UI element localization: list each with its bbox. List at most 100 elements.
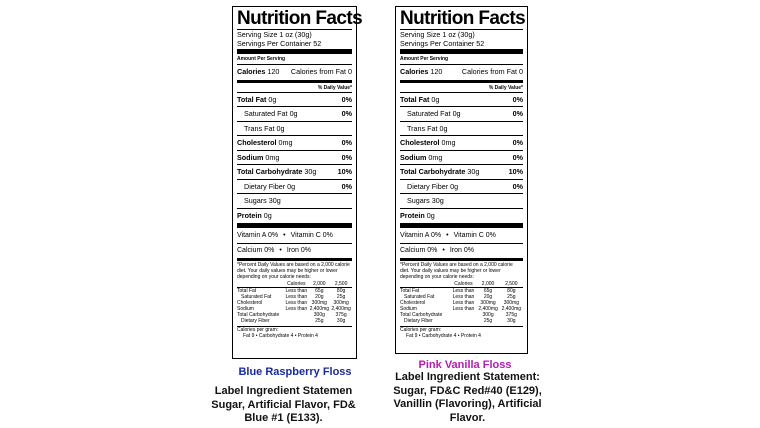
table-row: Saturated Fat Less than 20g 25g [237,294,352,300]
footnote-line: diet. Your daily values may be higher or… [237,268,338,275]
nutrient-row: Saturated Fat 0g 0% [237,106,352,121]
ingredient-line: Vanillin (Flavoring), Artificial [393,398,542,410]
daily-value-header: % Daily Value* [317,84,352,91]
nutrient-row: Dietary Fiber 0g 0% [400,178,523,194]
servings-per-container: Servings Per Container 52 [237,39,322,48]
amount-per-serving: Amount Per Serving [237,56,286,62]
nutrient-name: Saturated Fat [407,109,451,118]
nutrient-name: Sugars [244,196,267,205]
table-cell: Sodium [237,305,254,312]
table-cell: 300mg [503,299,519,306]
nutrient-row: Trans Fat 0g [237,120,352,136]
nutrient-daily-value: 10% [337,167,352,176]
nutrient-row: Cholesterol 0mg 0% [237,135,352,150]
table-cell: Total Carbohydrate [400,312,443,319]
nutrient-row: Sugars 30g [400,193,523,208]
vitamin-right: Vitamin C 0% [290,232,333,239]
nutrient-amount: 30g [431,196,444,205]
divider-medium [237,79,352,83]
nutrient-amount: 30g [304,167,317,176]
table-cell: 2,400mg [501,305,522,312]
table-header-cell: Calories [454,280,473,287]
table-cell: Saturated Fat [404,293,435,300]
divider-medium [237,258,352,261]
vitamin-right: Vitamin C 0% [453,232,496,239]
divider-thick [237,49,352,54]
nutrient-row: Protein 0g [400,207,523,223]
calories-row: Calories 120 Calories from Fat 0 [237,64,352,79]
table-cell: 80g [507,287,516,294]
nutrient-daily-value: 0% [341,94,352,104]
table-cell: Total Fat [237,287,257,294]
table-cell: 20g [483,293,493,300]
bullet: • [283,232,286,239]
bullet: • [446,232,449,239]
ingredient-statement-blue-raspberry: Label Ingredient Statemen Sugar, Artific… [206,385,361,426]
table-cell: Total Fat [400,287,420,294]
nutrient-amount: 0g [426,210,435,220]
vitamin-row: Vitamin A 0% • Vitamin C 0% [237,229,352,243]
table-cell: 300mg [333,299,349,306]
nutrient-row: Protein 0g [237,207,352,223]
nutrient-name: Protein [400,210,425,220]
nutrient-amount: 0mg [278,138,293,147]
footnote: *Percent Daily Values are based on a 2,0… [400,262,523,281]
product-title-pink-vanilla: Pink Vanilla Floss [418,359,512,371]
nutrient-amount: 0mg [428,152,443,162]
table-cell: 65g [483,287,493,294]
footnote: *Percent Daily Values are based on a 2,0… [237,262,352,281]
ingredient-line: Sugar, FD&C Red#40 (E129), [393,384,542,397]
calories-row: Calories 120 Calories from Fat 0 [400,64,523,79]
table-cell: 375g [335,312,347,319]
divider-medium [400,79,523,83]
table-header-cell: 2,500 [334,280,348,287]
calories-per-gram: Calories per gram: [237,327,279,334]
table-cell: 30g [336,318,346,325]
nutrient-name: Sugars [407,196,430,205]
divider-thick [237,223,352,228]
table-row: Total Carbohydrate 300g 375g [237,312,352,318]
table-cell: 25g [483,318,493,325]
footnote-line: *Percent Daily Values are based on a 2,0… [237,262,350,268]
table-cell: 80g [336,287,346,294]
nutrient-name: Dietary Fiber [244,181,286,191]
nutrient-row: Total Fat 0g 0% [237,91,352,107]
nutrient-name: Saturated Fat [244,109,288,118]
vitamin-right: Iron 0% [286,246,311,254]
table-cell: 25g [507,293,516,300]
nutrient-row: Total Carbohydrate 30g 10% [237,164,352,179]
table-cell: Less than [452,305,475,312]
nutrition-label-pink-vanilla: Nutrition Facts Serving Size 1 oz (30g) Se… [395,6,528,354]
nutrient-name: Total Carbohydrate [237,167,303,176]
table-header-cell: Calories [287,280,306,287]
table-row: Sodium Less than 2,400mg 2,400mg [237,306,352,312]
product-title-blue-raspberry: Blue Raspberry Floss [238,366,352,378]
vitamin-left: Calcium 0% [400,246,438,254]
nutrient-amount: 0g [289,109,298,118]
table-header-cell: 2,000 [313,280,326,287]
table-cell: 300mg [311,299,327,306]
table-row: Total Fat Less than 65g 80g [237,287,352,294]
table-cell: 20g [315,293,324,300]
table-cell: 300mg [480,299,496,306]
servings-per-container: Servings Per Container 52 [400,39,485,48]
nutrient-row: Total Carbohydrate 30g 10% [400,164,523,179]
nutrient-row: Saturated Fat 0g 0% [400,106,523,121]
nutrient-name: Cholesterol [237,138,277,147]
nutrient-name: Total Fat [400,94,430,104]
nutrient-name: Trans Fat [407,123,438,133]
table-cell: 375g [505,312,517,319]
ingredient-line: Blue #1 (E133). [244,412,323,424]
table-cell: 2,400mg [478,305,498,312]
nutrient-name: Cholesterol [400,138,440,147]
nutrient-row: Total Fat 0g 0% [400,91,523,107]
table-cell: 30g [507,318,516,325]
vitamin-right: Iron 0% [449,246,474,254]
footnote-line: depending on your calorie needs: [400,274,474,281]
nutrient-amount: 0g [276,123,285,133]
serving-size: Serving Size 1 oz (30g) [400,30,475,39]
table-row: Dietary Fiber 25g 30g [237,318,352,324]
ingredient-line: Label Ingredient Statement: [395,371,540,383]
table-cell: Total Carbohydrate [237,312,280,319]
table-cell: Saturated Fat [241,293,272,300]
